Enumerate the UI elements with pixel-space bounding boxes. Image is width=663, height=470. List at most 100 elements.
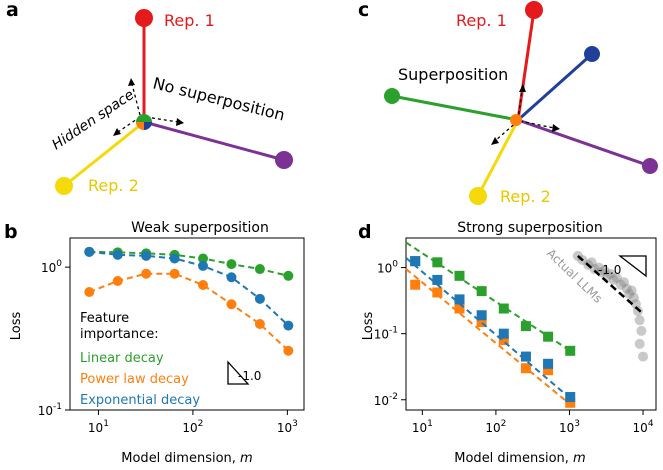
rep1-label: Rep. 1 <box>456 11 507 30</box>
chart-d-title: Strong superposition <box>457 220 602 236</box>
data-point <box>476 310 487 321</box>
data-point <box>283 270 294 281</box>
legend-title-line1: Feature <box>80 311 129 326</box>
rep2-label: Rep. 2 <box>500 187 551 206</box>
superposition-label: Superposition <box>398 65 508 84</box>
x-tick-label: 101 <box>412 419 433 435</box>
no-superposition-label: No superposition <box>151 73 287 124</box>
data-point <box>565 397 576 408</box>
llm-point <box>621 283 632 294</box>
overlap-orange-dot <box>136 122 144 130</box>
chart-b-ticks: 101 102 103 10-1 100 <box>38 259 298 435</box>
rep1-label: Rep. 1 <box>164 11 215 30</box>
blue-vector <box>517 52 593 122</box>
purple-vector <box>517 118 651 168</box>
chart-b-frame <box>69 237 305 411</box>
data-point <box>226 259 237 270</box>
data-point <box>141 250 152 261</box>
axis-arrowheads <box>491 84 560 145</box>
chart-d-xlabel: Model dimension, m <box>454 451 585 466</box>
chart-d-ylabel: Loss <box>361 312 376 341</box>
llm-point <box>638 351 649 362</box>
slope-label: -1.0 <box>598 263 621 277</box>
x-tick-label: 102 <box>182 419 203 435</box>
hidden-space-label: Hidden space <box>49 87 137 154</box>
rep2-vector <box>476 119 520 197</box>
green-dot <box>384 88 400 104</box>
x-tick-label: 102 <box>485 419 506 435</box>
llm-point <box>624 288 635 299</box>
fit-line <box>405 257 571 400</box>
data-point <box>198 253 209 264</box>
llm-point <box>615 279 626 290</box>
llm-point <box>628 292 639 303</box>
overlap-blue-dot <box>144 122 152 130</box>
data-point <box>84 287 95 298</box>
data-point <box>543 358 554 369</box>
data-point <box>565 345 576 356</box>
hidden-space-axes <box>117 83 179 133</box>
data-point <box>543 331 554 342</box>
data-point <box>565 392 576 403</box>
y-tick-label: 100 <box>41 259 62 275</box>
data-point <box>476 317 487 328</box>
slope-triangle <box>618 255 647 278</box>
x-tick-label: 104 <box>633 419 654 435</box>
rep1-vector <box>516 9 536 121</box>
llm-point <box>605 268 616 279</box>
chart-d-ticks: 101 102 103 104 10-2 10-1 100 <box>374 260 654 435</box>
data-point <box>520 363 531 374</box>
data-point <box>254 264 265 275</box>
data-point <box>498 328 509 339</box>
chart-d-llm-points <box>572 250 649 362</box>
rep1-dot <box>135 9 153 27</box>
green-vector <box>391 94 519 122</box>
chart-b-xlabel: Model dimension, m <box>121 451 252 466</box>
rep2-dot <box>469 187 487 205</box>
y-tick-label: 100 <box>377 260 398 276</box>
llm-fit-line <box>577 254 644 315</box>
data-point <box>141 268 152 279</box>
llm-point <box>611 272 622 283</box>
panel-a: a Rep. 1 Rep. 2 Hidden space No superpos… <box>6 0 293 195</box>
panel-c: c Rep. 1 Rep. 2 Superposition <box>358 0 658 206</box>
chart-d-series <box>405 241 576 408</box>
rep1-dot <box>525 1 543 19</box>
blue-dot <box>584 46 600 62</box>
data-point <box>169 253 180 264</box>
x-tick-label: 103 <box>277 419 298 435</box>
legend-power-law-decay: Power law decay <box>80 372 189 387</box>
panel-c-letter: c <box>358 0 369 21</box>
data-point <box>254 319 265 329</box>
llm-point <box>634 315 645 326</box>
x-tick-label: 101 <box>88 419 109 435</box>
llm-point <box>636 325 647 336</box>
rep2-vector <box>63 120 145 188</box>
data-point <box>543 365 554 376</box>
chart-b-title: Weak superposition <box>131 220 269 236</box>
legend-exponential-decay: Exponential decay <box>80 393 200 408</box>
data-point <box>476 286 487 297</box>
panel-d-letter: d <box>358 221 372 243</box>
slope-triangle <box>227 360 250 385</box>
llm-point <box>630 299 641 310</box>
panel-b: b Weak superposition 101 102 103 10-1 100 Lo… <box>4 220 305 466</box>
llm-point <box>608 274 619 285</box>
y-tick-label: 10-1 <box>38 402 62 418</box>
llm-point <box>626 285 637 296</box>
panel-a-letter: a <box>6 0 19 21</box>
data-point <box>498 303 509 314</box>
legend-title-line2: importance: <box>80 327 159 342</box>
data-point <box>226 272 237 283</box>
panel-b-letter: b <box>4 221 18 243</box>
data-point <box>410 279 421 290</box>
data-point <box>198 260 209 271</box>
rep2-label: Rep. 2 <box>88 176 139 195</box>
purple-dot <box>275 151 293 169</box>
axis-arrowheads <box>113 78 184 136</box>
data-point <box>432 257 443 268</box>
data-point <box>520 351 531 362</box>
data-point <box>454 294 465 305</box>
data-point <box>112 249 123 260</box>
